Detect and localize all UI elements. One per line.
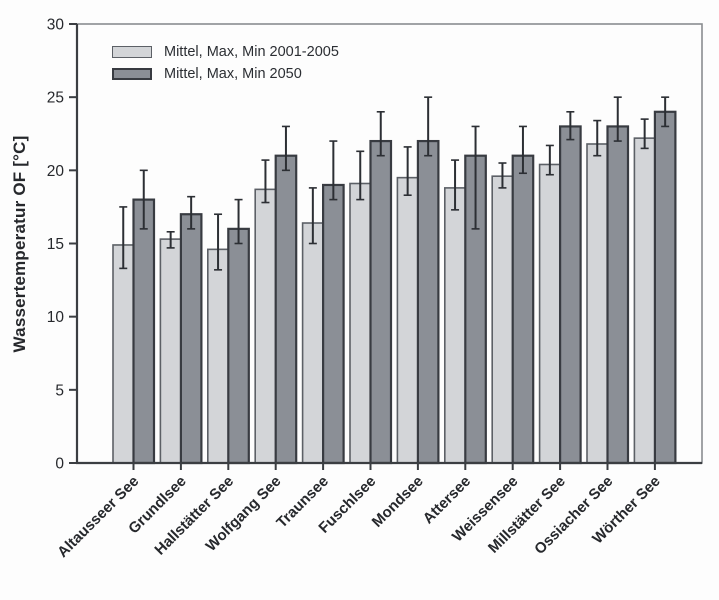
legend-swatch-2050 xyxy=(112,67,152,80)
bar-2050-Weissensee xyxy=(511,154,535,465)
legend-row-2050: Mittel, Max, Min 2050 xyxy=(112,65,339,82)
y-axis-title: Wassertemperatur OF [°C] xyxy=(10,135,29,353)
y-tick-label-5: 5 xyxy=(55,382,64,399)
bar-2050-Wörther See xyxy=(653,110,677,465)
y-tick-label-30: 30 xyxy=(47,17,65,34)
bar-2001-2005-Wörther See xyxy=(633,137,656,464)
bar-2001-2005-Wolfgang See xyxy=(254,188,277,464)
bar-2050-Hallstätter See xyxy=(227,227,250,465)
y-tick-label-0: 0 xyxy=(55,456,64,473)
bar-2001-2005-Attersee xyxy=(443,187,467,464)
legend-label-2050: Mittel, Max, Min 2050 xyxy=(164,65,302,82)
bar-2001-2005-Millstätter See xyxy=(538,163,561,464)
bar-2001-2005-Fuschlsee xyxy=(349,182,372,464)
bar-2001-2005-Ossiacher See xyxy=(586,143,609,464)
legend-label-2001-2005: Mittel, Max, Min 2001-2005 xyxy=(164,43,339,60)
bar-2050-Ossiacher See xyxy=(606,125,630,465)
bar-2050-Altausseer See xyxy=(132,198,156,465)
bar-2001-2005-Mondsee xyxy=(396,176,419,464)
x-tick-label-Mondsee: Mondsee xyxy=(369,473,427,531)
y-tick-label-15: 15 xyxy=(47,236,64,253)
bar-2001-2005-Traunsee xyxy=(301,222,324,464)
x-tick-label-Altausseer See: Altausseer See xyxy=(54,473,142,561)
legend-row-2001-2005: Mittel, Max, Min 2001-2005 xyxy=(112,43,339,60)
y-tick-label-10: 10 xyxy=(47,309,65,326)
bar-2001-2005-Grundlsee xyxy=(159,238,182,464)
bar-2050-Millstätter See xyxy=(558,125,582,465)
bar-2050-Fuschlsee xyxy=(369,139,393,465)
bar-2050-Wolfgang See xyxy=(274,154,298,465)
legend-swatch-2001-2005 xyxy=(112,45,152,58)
bar-2001-2005-Weissensee xyxy=(491,175,514,464)
bar-2050-Mondsee xyxy=(416,139,440,465)
y-tick-label-25: 25 xyxy=(47,90,64,107)
bar-2001-2005-Altausseer See xyxy=(112,244,135,464)
bar-2050-Traunsee xyxy=(322,183,345,465)
bar-2050-Grundlsee xyxy=(179,213,203,465)
bar-2001-2005-Hallstätter See xyxy=(207,248,230,464)
y-tick-label-20: 20 xyxy=(47,163,65,180)
legend: Mittel, Max, Min 2001-2005 Mittel, Max, … xyxy=(112,43,339,82)
